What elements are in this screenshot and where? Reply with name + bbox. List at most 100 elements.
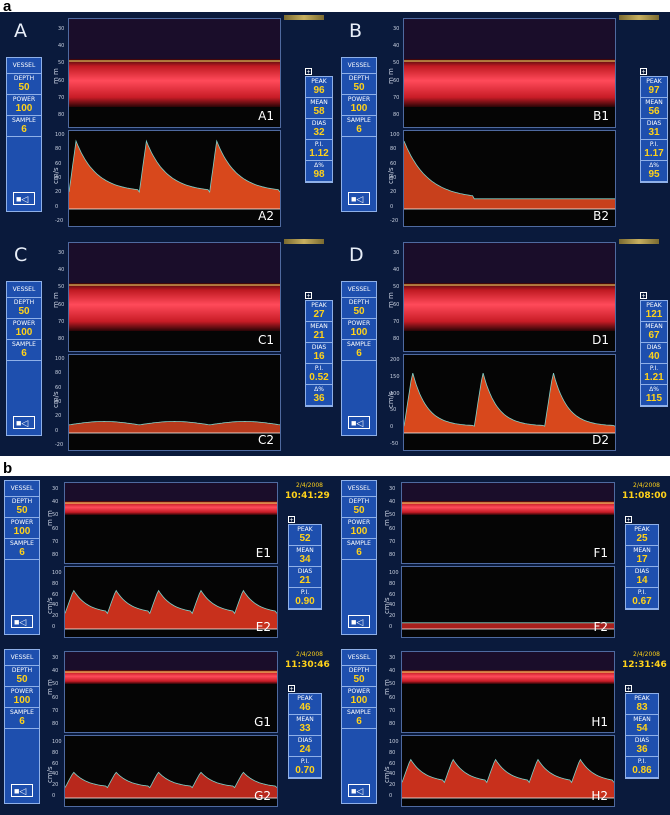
mmode-signal-band xyxy=(69,59,280,107)
setting-power: POWER 100 xyxy=(5,518,39,539)
setting-value: 50 xyxy=(16,505,28,516)
setting-power: POWER 100 xyxy=(5,687,39,708)
setting-value: 6 xyxy=(356,124,362,135)
mmode-signal-band xyxy=(65,501,277,515)
spectrogram-fill xyxy=(65,590,277,629)
y-tick-label: 40 xyxy=(55,175,62,181)
setting-label: SAMPLE xyxy=(12,341,36,348)
spectrogram-image xyxy=(402,758,614,799)
stats-panel: PEAK 52 MEAN 34 DIAS 21 P.I. 0.90 xyxy=(288,524,322,610)
y-tick-label: 80 xyxy=(393,112,400,119)
mmode-display: H1 xyxy=(401,651,615,733)
mmode-noise xyxy=(404,243,615,283)
stat-label: Δ% xyxy=(649,162,659,169)
stat-pi: P.I. 0.67 xyxy=(626,588,658,609)
stats-panel: PEAK 46 MEAN 33 DIAS 24 P.I. 0.70 xyxy=(288,693,322,779)
setting-vessel: VESSEL xyxy=(7,58,41,74)
stat-label: PEAK xyxy=(311,302,327,309)
setting-sample: SAMPLE 6 xyxy=(7,116,41,137)
stat-pi: P.I. 0.52 xyxy=(306,364,332,385)
spectrogram-image xyxy=(402,622,614,630)
y-tick-label: 40 xyxy=(393,267,400,273)
setting-depth: DEPTH 50 xyxy=(342,74,376,95)
setting-value: 50 xyxy=(353,82,365,93)
stat-value: 36 xyxy=(313,393,325,404)
spectrogram-label: E2 xyxy=(255,620,271,634)
y-tick-label: 80 xyxy=(389,552,396,559)
stat-dias: DIAS 32 xyxy=(306,119,332,140)
setting-value: 50 xyxy=(353,306,365,317)
setting-depth: DEPTH 50 xyxy=(5,497,39,518)
mmode-noise xyxy=(69,243,280,283)
stat-peak: PEAK 96 xyxy=(306,77,332,98)
mmode-label: D1 xyxy=(592,333,609,347)
stat-value: 1.17 xyxy=(644,148,664,159)
stat-label: PEAK xyxy=(634,526,650,533)
panel-letter: B xyxy=(349,20,363,42)
setting-value: 100 xyxy=(15,327,33,338)
y-tick-label: 60 xyxy=(55,384,62,391)
mmode-noise xyxy=(402,483,614,501)
mmode-label: H1 xyxy=(591,715,608,729)
stat-value: 40 xyxy=(648,351,660,362)
stat-value: 36 xyxy=(636,744,648,755)
setting-power: POWER 100 xyxy=(342,518,376,539)
setting-depth: DEPTH 50 xyxy=(342,298,376,319)
stat-label: PEAK xyxy=(646,78,662,85)
stat-value: 33 xyxy=(299,723,311,734)
setting-value: 6 xyxy=(19,547,25,558)
stat-pi: P.I. 1.17 xyxy=(641,140,667,161)
stat-value: 21 xyxy=(299,575,311,586)
stats-panel: PEAK 121 MEAN 67 DIAS 40 P.I. 1.21 Δ% 115 xyxy=(640,300,668,407)
spectrogram-envelope xyxy=(402,758,614,784)
settings-panel: VESSEL DEPTH 50 POWER 100 SAMPLE 6 ■◁ xyxy=(6,57,42,212)
mmode-image xyxy=(402,652,614,684)
y-tick-label: 20 xyxy=(389,613,396,619)
panel-b: B VESSEL DEPTH 50 POWER 100 SAMPLE 6 ■◁ m m cm/s 30… xyxy=(335,12,670,232)
stat-value: 16 xyxy=(313,351,325,362)
stat-label: DIAS xyxy=(311,344,327,351)
stat-label: DIAS xyxy=(646,344,662,351)
stat-pi: P.I. 0.90 xyxy=(289,588,321,609)
setting-label: SAMPLE xyxy=(347,341,371,348)
setting-value: 100 xyxy=(350,327,368,338)
setting-depth: DEPTH 50 xyxy=(342,497,376,518)
stat-label: PEAK xyxy=(634,695,650,702)
probe-glyph-icon: ■◁ xyxy=(14,786,27,796)
stat-peak: PEAK 121 xyxy=(641,301,667,322)
mmode-signal-band xyxy=(402,670,614,684)
stat-pi: P.I. 0.70 xyxy=(289,757,321,778)
setting-label: VESSEL xyxy=(10,485,34,492)
mmode-image xyxy=(404,243,615,331)
plus-marker-icon: + xyxy=(288,685,295,693)
y-tick-label: 100 xyxy=(52,570,62,577)
y-tick-label: 50 xyxy=(52,681,59,688)
panel-e: VESSEL DEPTH 50 POWER 100 SAMPLE 6 ■◁ m m cm/s 30 4… xyxy=(0,476,333,645)
setting-label: SAMPLE xyxy=(347,117,371,124)
spectrogram-fill xyxy=(69,141,280,209)
mmode-signal-band xyxy=(404,283,615,331)
y-tick-label: 40 xyxy=(58,43,65,49)
setting-depth: DEPTH 50 xyxy=(342,666,376,687)
setting-label: POWER xyxy=(10,519,34,526)
mmode-label: C1 xyxy=(257,333,274,347)
mmode-signal-band xyxy=(69,283,280,331)
y-tick-label: 80 xyxy=(52,552,59,559)
setting-label: VESSEL xyxy=(10,654,34,661)
stat-value: 24 xyxy=(299,744,311,755)
y-tick-label: 80 xyxy=(393,336,400,343)
y-tick-label: 80 xyxy=(389,750,396,756)
setting-label: VESSEL xyxy=(347,62,371,69)
y-tick-label: 0 xyxy=(55,427,59,434)
stat-delta: Δ% 36 xyxy=(306,385,332,406)
stat-label: P.I. xyxy=(649,141,659,148)
settings-panel: VESSEL DEPTH 50 POWER 100 SAMPLE 6 ■◁ xyxy=(4,649,40,804)
stat-label: MEAN xyxy=(296,716,314,723)
section-a-letter: a xyxy=(3,0,12,15)
stat-label: MEAN xyxy=(296,547,314,554)
spectrogram-label: G2 xyxy=(254,789,271,803)
y-tick-label: 30 xyxy=(58,25,65,32)
y-tick-label: 80 xyxy=(58,336,65,343)
y-tick-label: 40 xyxy=(389,602,396,609)
mmode-image xyxy=(65,652,277,684)
